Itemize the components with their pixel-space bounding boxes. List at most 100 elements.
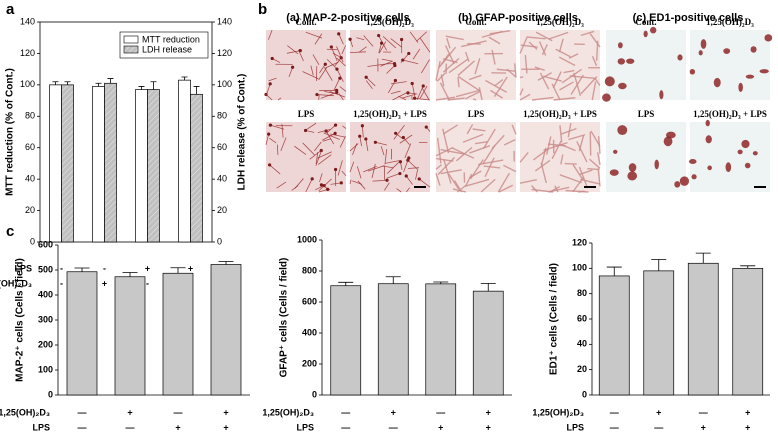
y-tick-label: 100 — [20, 79, 35, 89]
cell-process — [390, 81, 407, 85]
cell-process — [316, 94, 334, 97]
cell — [665, 131, 676, 139]
cell — [738, 82, 743, 93]
cell-process — [387, 80, 396, 94]
cell-process — [485, 79, 508, 93]
row-mark: + — [438, 422, 443, 432]
row-mark: + — [175, 422, 180, 432]
cell-process — [405, 175, 413, 185]
cell-process — [318, 67, 327, 81]
cell-process — [375, 141, 387, 146]
y-tick-label: 800 — [302, 265, 317, 275]
cell-process — [401, 93, 416, 99]
row-mark: — — [126, 422, 135, 432]
group-title: (c) ED1-positive cells — [633, 12, 744, 24]
cell-process — [349, 51, 366, 54]
cell-process — [294, 145, 307, 155]
cell-process — [524, 55, 528, 74]
cell — [618, 82, 627, 90]
cell-process — [371, 163, 376, 179]
cell-process — [435, 164, 442, 170]
y-tick-label: 600 — [302, 296, 317, 306]
legend-label: LDH release — [142, 44, 192, 54]
row-mark: - — [146, 278, 149, 288]
cell-process — [480, 178, 496, 193]
cell — [650, 26, 657, 34]
y-tick-label: 60 — [25, 142, 35, 152]
cell-process — [436, 72, 446, 82]
cell-process — [560, 143, 576, 152]
cell-body — [398, 160, 403, 164]
cell-process — [382, 165, 394, 169]
cell-process — [359, 136, 363, 147]
cell-body — [407, 51, 411, 56]
cell-body — [335, 88, 339, 92]
y-tick-label: 80 — [25, 111, 35, 121]
cell-process — [559, 81, 574, 91]
y2-axis-label: LDH release (% of Cont.) — [237, 74, 248, 191]
cell — [698, 50, 703, 56]
cell-process — [477, 159, 504, 166]
cell-process — [415, 169, 419, 180]
cell-body — [404, 174, 408, 178]
micrograph — [606, 122, 690, 192]
cell-process — [532, 148, 549, 161]
cell-body — [364, 75, 368, 79]
cell-process — [317, 154, 332, 165]
cell-body — [315, 92, 319, 97]
y-tick-label: 0 — [582, 389, 587, 399]
y-tick-label: 400 — [302, 327, 317, 337]
bar — [135, 89, 148, 243]
cell-body — [333, 131, 337, 136]
cell-body — [364, 137, 368, 141]
cell-process — [315, 149, 323, 166]
cell-process — [563, 69, 575, 74]
cell — [741, 139, 750, 149]
y2-tick-label: 140 — [217, 16, 232, 26]
cell-process — [315, 152, 319, 164]
cell-process — [339, 136, 346, 148]
cell-process — [506, 68, 517, 78]
cell-process — [322, 133, 336, 141]
cell-process — [580, 178, 601, 185]
cell-process — [543, 75, 562, 82]
cell-process — [291, 185, 299, 191]
image-label: 1,25(OH)₂D₃ + LPS — [353, 109, 427, 119]
y2-tick-label: 40 — [217, 174, 227, 184]
image-label: LPS — [468, 109, 485, 119]
row-mark: — — [78, 407, 87, 417]
cell-process — [380, 146, 385, 156]
cell-process — [443, 124, 458, 135]
cell-body — [319, 183, 324, 187]
cell-process — [406, 187, 410, 193]
cell-process — [546, 136, 552, 155]
cell-process — [315, 185, 325, 191]
micrograph-bg — [266, 122, 346, 192]
row-label: 1,25(OH)₂D₃ — [262, 407, 314, 417]
cell-process — [519, 88, 524, 96]
cell-process — [472, 128, 486, 132]
cell — [617, 58, 626, 65]
y-axis-label: GFAP⁺ cells (Cells / field) — [279, 258, 290, 378]
cell-process — [365, 138, 369, 152]
cell-process — [323, 132, 340, 140]
cell-process — [538, 41, 547, 56]
cell-process — [560, 127, 577, 135]
cell-body — [339, 181, 343, 185]
cell-process — [341, 170, 347, 177]
bar — [114, 276, 146, 396]
cell-process — [540, 147, 547, 166]
error-bar — [480, 283, 496, 292]
cell-process — [580, 76, 598, 95]
cell-process — [326, 124, 336, 133]
y2-tick-label: 60 — [217, 142, 227, 152]
row-label: LPS — [566, 422, 584, 432]
cell-process — [494, 78, 504, 87]
cell-process — [531, 188, 554, 193]
error-bar — [170, 267, 186, 274]
cell-process — [491, 49, 496, 65]
cell-body — [326, 187, 330, 191]
cell-process — [310, 65, 314, 76]
cell-process — [337, 160, 343, 176]
error-bar — [218, 261, 234, 265]
